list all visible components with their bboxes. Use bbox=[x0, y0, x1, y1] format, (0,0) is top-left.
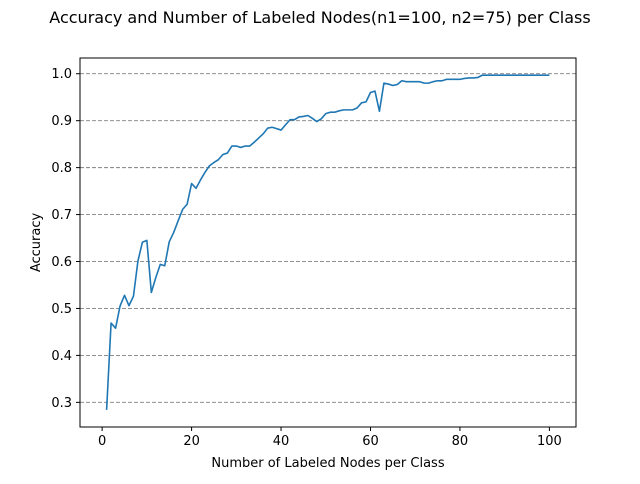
series-layer bbox=[105, 74, 550, 410]
x-tick-label: 20 bbox=[183, 434, 200, 449]
x-tick-label: 40 bbox=[273, 434, 290, 449]
ticks: 0 20 40 60 80 100 0.3 0.4 0.5 0.6 0.7 0.8 0.9 1.0 bbox=[51, 67, 561, 449]
y-tick-label: 0.7 bbox=[51, 208, 72, 223]
y-tick-label: 0.3 bbox=[51, 396, 72, 411]
y-tick-label: 0.8 bbox=[51, 161, 72, 176]
x-tick-label: 80 bbox=[452, 434, 469, 449]
y-tick-label: 0.4 bbox=[51, 349, 72, 364]
x-tick-label: 100 bbox=[537, 434, 562, 449]
x-axis-label: Number of Labeled Nodes per Class bbox=[211, 456, 444, 471]
plot-frame bbox=[79, 57, 577, 428]
series-line bbox=[105, 74, 550, 410]
x-tick-label: 0 bbox=[98, 434, 106, 449]
y-tick-label: 0.9 bbox=[51, 114, 72, 129]
y-axis-label: Accuracy bbox=[29, 213, 44, 273]
y-tick-label: 1.0 bbox=[51, 67, 72, 82]
grid bbox=[80, 73, 576, 403]
y-tick-label: 0.5 bbox=[51, 302, 72, 317]
x-tick-label: 60 bbox=[362, 434, 379, 449]
chart-title: Accuracy and Number of Labeled Nodes(n1=… bbox=[49, 8, 590, 27]
y-tick-label: 0.6 bbox=[51, 255, 72, 270]
